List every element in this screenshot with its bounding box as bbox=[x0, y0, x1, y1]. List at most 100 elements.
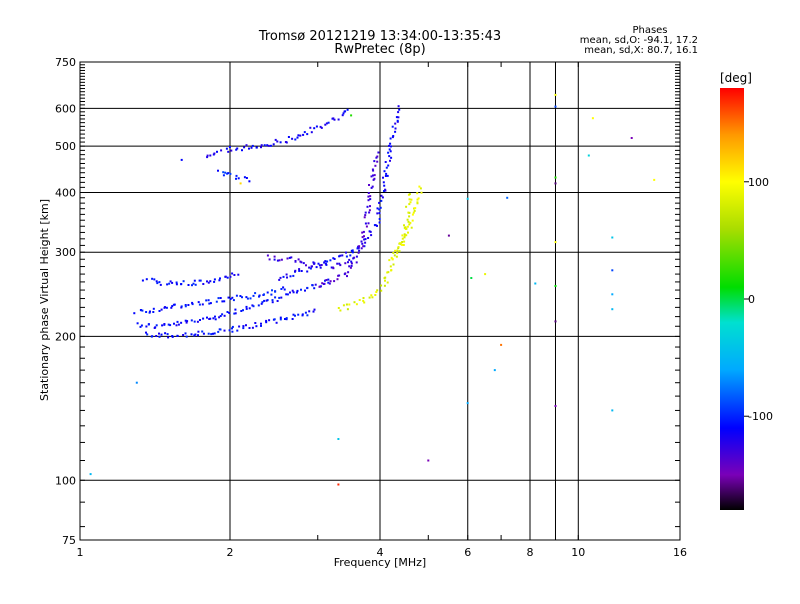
data-point bbox=[193, 334, 196, 337]
data-point bbox=[344, 272, 347, 275]
data-point bbox=[184, 305, 187, 308]
data-point bbox=[399, 242, 402, 245]
data-point bbox=[420, 191, 423, 194]
data-point bbox=[258, 294, 261, 297]
data-point bbox=[324, 262, 327, 265]
data-point bbox=[279, 141, 282, 144]
data-point bbox=[397, 111, 400, 114]
data-point bbox=[248, 180, 251, 183]
data-point bbox=[392, 251, 395, 254]
data-point bbox=[347, 271, 350, 274]
data-point bbox=[155, 324, 158, 327]
data-point bbox=[391, 258, 394, 261]
data-point bbox=[236, 147, 239, 150]
data-point bbox=[171, 281, 174, 284]
x-tick-label: 6 bbox=[464, 546, 471, 559]
data-point bbox=[327, 278, 330, 281]
data-point bbox=[209, 317, 212, 320]
data-point bbox=[267, 144, 270, 147]
data-point bbox=[318, 285, 321, 288]
data-point bbox=[348, 265, 351, 268]
data-point bbox=[405, 234, 408, 237]
data-point bbox=[187, 284, 190, 286]
data-point bbox=[392, 135, 395, 137]
data-point bbox=[402, 244, 405, 246]
data-point bbox=[284, 318, 286, 320]
data-point bbox=[392, 263, 395, 266]
data-point bbox=[273, 318, 276, 321]
data-point bbox=[408, 193, 411, 196]
data-point bbox=[209, 302, 212, 305]
data-point bbox=[233, 312, 236, 315]
data-point bbox=[229, 172, 232, 175]
data-point bbox=[345, 255, 348, 258]
data-point bbox=[369, 198, 372, 201]
data-point bbox=[266, 291, 269, 294]
x-tick-label: 1 bbox=[77, 546, 84, 559]
data-point bbox=[184, 304, 187, 306]
data-point bbox=[587, 154, 590, 157]
data-point bbox=[332, 117, 335, 120]
data-point bbox=[375, 291, 378, 293]
data-point bbox=[236, 329, 239, 332]
data-point bbox=[206, 316, 208, 319]
data-point bbox=[403, 234, 406, 237]
data-point bbox=[280, 296, 283, 299]
y-tick-label: 400 bbox=[55, 186, 76, 199]
data-point bbox=[376, 289, 379, 292]
data-point bbox=[239, 295, 242, 297]
data-point bbox=[286, 276, 288, 279]
data-point bbox=[403, 240, 406, 243]
data-point bbox=[166, 283, 169, 286]
data-point bbox=[358, 249, 361, 252]
data-point bbox=[198, 303, 201, 306]
data-point bbox=[308, 266, 311, 269]
data-point bbox=[216, 150, 218, 153]
data-point bbox=[147, 323, 150, 326]
data-point bbox=[342, 304, 345, 307]
data-point bbox=[372, 169, 375, 172]
data-point bbox=[395, 116, 398, 119]
data-point bbox=[397, 105, 400, 108]
data-point bbox=[286, 257, 289, 260]
data-point bbox=[245, 305, 248, 308]
data-point bbox=[238, 325, 241, 328]
data-point bbox=[396, 252, 399, 255]
data-point bbox=[401, 243, 403, 246]
data-point bbox=[145, 325, 148, 328]
x-tick-label: 10 bbox=[571, 546, 585, 559]
y-tick-label: 200 bbox=[55, 330, 76, 343]
data-point bbox=[320, 264, 323, 266]
data-point bbox=[380, 199, 383, 202]
data-point bbox=[388, 148, 391, 151]
data-point bbox=[611, 409, 614, 412]
data-point bbox=[265, 321, 268, 324]
data-point bbox=[323, 282, 326, 285]
data-point bbox=[373, 224, 376, 227]
data-point bbox=[160, 333, 163, 336]
data-point bbox=[221, 313, 224, 316]
data-point bbox=[297, 258, 300, 261]
data-point bbox=[367, 195, 370, 198]
data-point bbox=[145, 331, 147, 334]
data-point bbox=[197, 330, 200, 333]
data-point bbox=[158, 335, 161, 338]
data-point bbox=[383, 184, 386, 187]
data-point bbox=[398, 108, 401, 111]
data-point bbox=[158, 281, 161, 284]
data-point bbox=[389, 137, 392, 140]
data-point bbox=[384, 279, 386, 282]
data-point bbox=[191, 303, 194, 306]
data-point bbox=[285, 318, 288, 321]
data-point bbox=[350, 260, 353, 263]
data-point bbox=[332, 267, 335, 270]
x-tick-label: 4 bbox=[377, 546, 384, 559]
data-point bbox=[171, 335, 174, 338]
data-point bbox=[209, 280, 212, 283]
data-point bbox=[368, 230, 371, 233]
data-point bbox=[217, 169, 219, 172]
data-point bbox=[270, 293, 273, 296]
data-point bbox=[227, 150, 230, 153]
data-point bbox=[214, 318, 217, 321]
data-point bbox=[271, 301, 274, 304]
